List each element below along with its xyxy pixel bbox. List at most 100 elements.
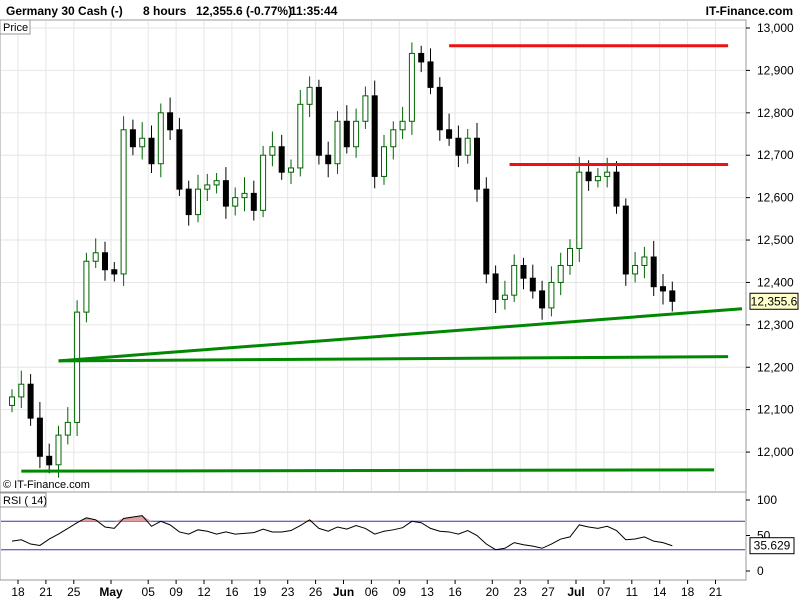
header: Germany 30 Cash (-) 8 hours 12,355.6 (-0…	[6, 4, 793, 18]
candle-body	[185, 188, 192, 216]
candle-body	[576, 171, 583, 250]
candle-body	[18, 383, 25, 398]
candle-body	[306, 86, 313, 105]
candle-body	[232, 197, 239, 207]
candle-body	[269, 146, 276, 156]
candle-body	[260, 154, 267, 211]
candle	[446, 113, 453, 146]
rsi-line	[11, 515, 673, 551]
price-tick-label: 12,700	[757, 148, 794, 162]
price-tick-label: 12,400	[757, 275, 794, 289]
candle-body	[455, 137, 462, 156]
candle	[204, 173, 211, 202]
candle	[334, 111, 341, 174]
candle	[576, 156, 583, 263]
x-tick-label: 05	[142, 585, 156, 599]
candle-body	[46, 455, 53, 466]
candle	[548, 266, 555, 317]
candle	[539, 280, 546, 320]
candle-body	[64, 421, 71, 436]
candle-body	[622, 205, 629, 275]
price-tick-label: 12,600	[757, 191, 794, 205]
candle-body	[529, 277, 536, 292]
candle-body	[585, 171, 592, 182]
candle-body	[539, 290, 546, 309]
candle	[74, 300, 81, 436]
candle	[660, 273, 666, 305]
x-tick-label: 25	[67, 585, 81, 599]
time-label: 11:35:44	[290, 4, 338, 18]
candle	[343, 105, 350, 154]
x-tick-label: 14	[653, 585, 667, 599]
candle	[455, 125, 462, 168]
rsi-panel-label: RSI ( 14)	[3, 495, 47, 507]
price-label-box	[0, 19, 31, 35]
candle	[669, 281, 676, 312]
last-price-label: 12,355.6	[751, 294, 798, 308]
candle	[381, 134, 387, 185]
candle	[148, 125, 155, 174]
price-tick-label: 12,200	[757, 360, 794, 374]
price-panel: Price © IT-Finance.com	[0, 19, 747, 493]
candle	[641, 246, 648, 279]
candle-body	[297, 103, 304, 169]
candle-body	[241, 192, 248, 199]
candle	[520, 257, 527, 290]
candle-body	[74, 311, 81, 423]
x-tick-label: 07	[597, 585, 611, 599]
last-price-marker: 12,355.6	[749, 292, 799, 310]
candle-body	[408, 52, 415, 122]
candle-body	[427, 61, 434, 88]
candle	[176, 117, 183, 196]
candle	[632, 251, 639, 283]
candle-body	[641, 256, 648, 266]
x-tick-label: 20	[486, 585, 500, 599]
candle	[483, 177, 490, 284]
candle	[111, 262, 118, 282]
candle-body	[204, 184, 211, 190]
candle	[418, 45, 425, 73]
rsi-value-label: 35.629	[754, 539, 791, 553]
candle	[278, 134, 285, 180]
candle	[232, 187, 239, 216]
candle-body	[548, 281, 555, 309]
candle	[399, 106, 406, 140]
x-tick-label: 12	[197, 585, 211, 599]
candle	[511, 254, 518, 302]
candle	[529, 264, 536, 299]
x-tick-label: 09	[393, 585, 407, 599]
rsi-value-marker: 35.629	[749, 537, 795, 555]
candle-body	[669, 290, 676, 302]
candle-body	[167, 112, 174, 131]
candle-body	[36, 417, 43, 457]
price-panel-label: Price	[3, 22, 28, 34]
candle-body	[343, 120, 350, 148]
candle	[260, 145, 267, 218]
x-tick-label: 18	[11, 585, 25, 599]
last-price-box	[749, 292, 799, 310]
candle-body	[632, 264, 639, 275]
candle	[241, 177, 248, 212]
candle-body	[418, 52, 425, 63]
rsi-panel: RSI ( 14)	[0, 491, 747, 581]
candle	[27, 374, 34, 426]
candle	[36, 402, 43, 469]
candle-body	[604, 171, 611, 177]
candle	[604, 157, 611, 188]
candle	[120, 116, 127, 286]
candle	[46, 443, 53, 474]
candle-body	[520, 264, 527, 279]
rsi-series	[11, 515, 673, 551]
candle	[288, 159, 294, 185]
candle	[55, 425, 62, 478]
candle	[501, 280, 508, 310]
candle	[157, 103, 164, 178]
candle	[622, 198, 629, 286]
candle-body	[567, 248, 573, 266]
candle	[139, 122, 146, 160]
price-trendlines	[21, 44, 743, 473]
candle-body	[474, 137, 480, 190]
rsi-value-box	[749, 537, 795, 555]
candle-body	[399, 120, 406, 131]
candle	[297, 89, 304, 177]
